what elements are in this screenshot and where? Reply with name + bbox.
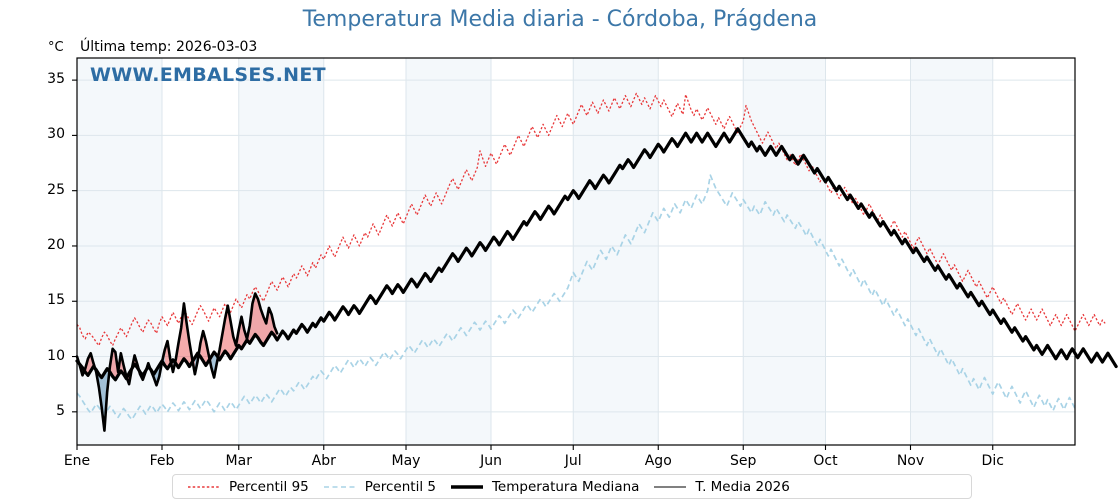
month-band xyxy=(743,58,826,445)
x-tick-label: Ago xyxy=(644,453,672,469)
anomaly-fill-above xyxy=(175,303,195,375)
series-percentil-95 xyxy=(76,92,1106,347)
legend-label-percentil-5: Percentil 5 xyxy=(364,478,436,495)
legend-swatch-temperatura-mediana xyxy=(450,484,483,489)
series-percentil-5 xyxy=(76,174,1076,421)
month-band xyxy=(573,58,659,445)
watermark: WWW.EMBALSES.NET xyxy=(90,64,326,86)
legend-label-t-media-2026: T. Media 2026 xyxy=(695,478,790,495)
legend-item-temperatura-mediana[interactable]: Temperatura Mediana xyxy=(436,475,639,498)
y-tick-label: 10 xyxy=(47,347,65,364)
x-tick-label: Dic xyxy=(981,453,1004,469)
plot-frame xyxy=(76,57,1076,446)
page-title: Temperatura Media diaria - Córdoba, Prág… xyxy=(302,7,818,32)
legend-item-t-media-2026[interactable]: T. Media 2026 xyxy=(639,475,790,498)
y-tick-label: 25 xyxy=(47,181,65,198)
legend-swatch-percentil-95 xyxy=(188,485,220,488)
month-band xyxy=(77,58,162,445)
y-tick-label: 20 xyxy=(47,236,65,253)
legend-label-percentil-95: Percentil 95 xyxy=(229,478,309,495)
x-tick-label: Jul xyxy=(564,453,582,469)
y-axis-unit-label: °C xyxy=(48,40,64,55)
x-tick-label: Oct xyxy=(813,453,838,469)
x-tick-label: Feb xyxy=(149,453,175,469)
y-tick-label: 35 xyxy=(47,71,65,88)
anomaly-fill-below xyxy=(96,366,110,431)
legend-label-temperatura-mediana: Temperatura Mediana xyxy=(491,478,640,495)
last-temp-subtitle: Última temp: 2026-03-03 xyxy=(80,39,258,55)
legend-item-percentil-5[interactable]: Percentil 5 xyxy=(309,475,436,498)
month-band xyxy=(238,58,324,445)
x-tick-label: Jun xyxy=(480,453,502,469)
series-temperatura-mediana xyxy=(75,127,1118,382)
x-tick-label: Abr xyxy=(311,453,336,469)
series-t-media-2026 xyxy=(75,292,279,432)
x-tick-label: Sep xyxy=(730,453,757,469)
y-tick-label: 5 xyxy=(56,402,65,419)
legend-swatch-t-media-2026 xyxy=(654,485,687,488)
legend-item-percentil-95[interactable]: Percentil 95 xyxy=(173,475,309,498)
x-tick-label: Mar xyxy=(225,453,252,469)
month-band xyxy=(406,58,492,445)
y-tick-label: 30 xyxy=(47,126,65,143)
x-tick-label: Ene xyxy=(63,453,91,469)
month-band xyxy=(910,58,993,445)
y-tick-label: 15 xyxy=(47,292,65,309)
x-tick-label: May xyxy=(391,453,421,469)
legend-swatch-percentil-5 xyxy=(323,485,356,488)
x-tick-label: Nov xyxy=(896,453,925,469)
chart-legend: Percentil 95 Percentil 5 Temperatura Med… xyxy=(172,474,972,499)
